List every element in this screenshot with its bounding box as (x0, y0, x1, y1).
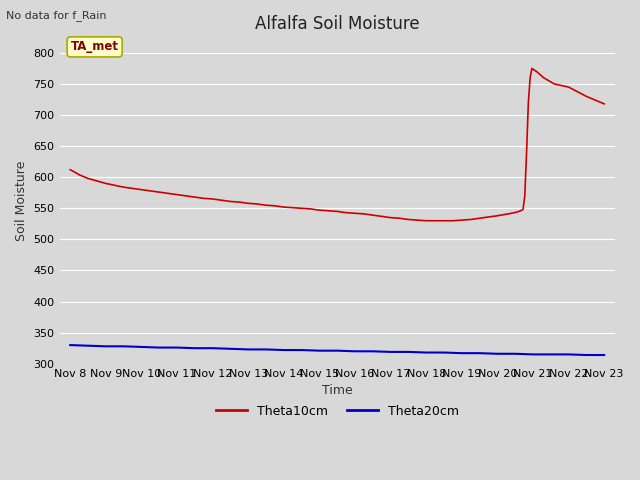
X-axis label: Time: Time (322, 384, 353, 397)
Text: TA_met: TA_met (70, 40, 118, 53)
Text: No data for f_Rain: No data for f_Rain (6, 10, 107, 21)
Legend: Theta10cm, Theta20cm: Theta10cm, Theta20cm (211, 400, 464, 423)
Title: Alfalfa Soil Moisture: Alfalfa Soil Moisture (255, 15, 419, 33)
Y-axis label: Soil Moisture: Soil Moisture (15, 160, 28, 240)
